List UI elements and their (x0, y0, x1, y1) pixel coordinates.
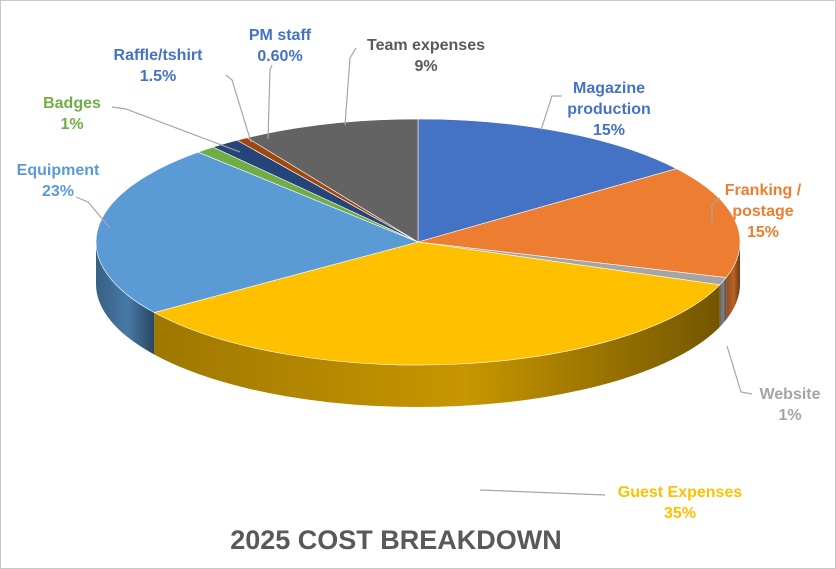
label-name-raffle-tshirt: Raffle/tshirt (114, 47, 204, 64)
leader-raffle-tshirt (225, 74, 252, 143)
data-labels: Magazine production 15% Franking / postage 15… (17, 27, 821, 522)
slice-team-expenses[interactable] (246, 118, 419, 243)
slice-equipment[interactable] (95, 151, 419, 313)
leader-lines (75, 47, 753, 496)
leader-guest-expenses (479, 489, 606, 496)
label-value-pm-staff: 0.60% (257, 48, 302, 65)
side-website (719, 277, 727, 327)
leader-badges (111, 106, 241, 153)
label-name-guest-expenses: Guest Expenses (618, 484, 743, 501)
leader-website (726, 345, 753, 395)
label-value-raffle-tshirt: 1.5% (140, 68, 176, 85)
label-franking-postage: Franking / postage 15% (725, 182, 802, 241)
side-guest-expenses (154, 284, 720, 408)
side-franking-postage (726, 242, 740, 320)
label-name-equipment: Equipment (17, 162, 100, 179)
label-website: Website 1% (759, 386, 820, 424)
label-value-team-expenses: 9% (414, 58, 437, 75)
leader-equipment (75, 196, 111, 229)
label-value-badges: 1% (60, 116, 83, 133)
label-value-franking-postage: 15% (747, 224, 779, 241)
label-equipment: Equipment 23% (17, 162, 100, 200)
pie-tops (95, 118, 741, 366)
leader-magazine-production (540, 95, 562, 131)
label-badges: Badges 1% (43, 95, 101, 133)
label-value-guest-expenses: 35% (664, 505, 696, 522)
label-guest-expenses: Guest Expenses 35% (618, 484, 743, 522)
label-name-pm-staff: PM staff (249, 27, 312, 44)
pie-sides (96, 242, 740, 408)
label-value-equipment: 23% (42, 183, 74, 200)
label-value-website: 1% (778, 407, 801, 424)
label-name-franking-postage: postage (732, 203, 793, 220)
leader-pm-staff (267, 64, 273, 140)
slice-guest-expenses[interactable] (153, 241, 721, 366)
label-name-magazine-production: production (567, 101, 651, 118)
chart-title: 2025 COST BREAKDOWN (230, 525, 562, 555)
label-name-magazine-production: Magazine (573, 80, 645, 97)
label-name-website: Website (759, 386, 820, 403)
label-raffle-tshirt: Raffle/tshirt 1.5% (114, 47, 204, 85)
leader-franking-postage (711, 197, 721, 222)
slice-franking-postage[interactable] (417, 168, 741, 278)
label-pm-staff: PM staff 0.60% (249, 27, 312, 65)
label-magazine-production: Magazine production 15% (567, 80, 651, 139)
side-equipment (96, 242, 155, 355)
slice-magazine-production[interactable] (417, 118, 678, 243)
label-name-team-expenses: Team expenses (367, 37, 485, 54)
label-name-franking-postage: Franking / (725, 182, 802, 199)
label-team-expenses: Team expenses 9% (367, 37, 485, 75)
leader-team-expenses (344, 47, 357, 126)
label-value-magazine-production: 15% (593, 122, 625, 139)
label-name-badges: Badges (43, 95, 101, 112)
